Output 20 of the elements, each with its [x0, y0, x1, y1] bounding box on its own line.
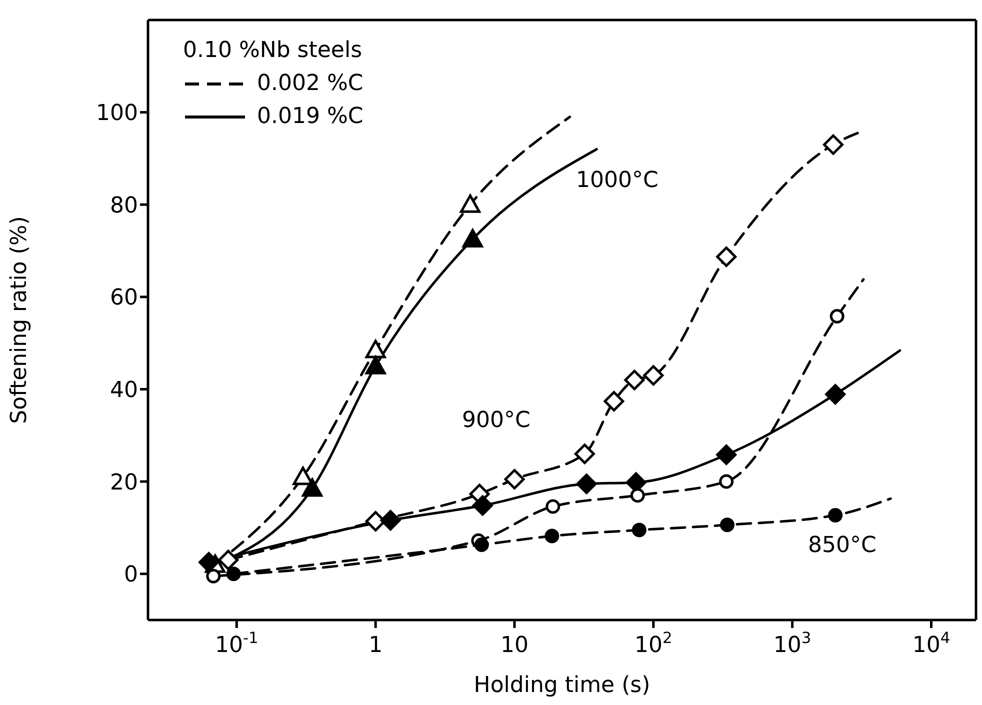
legend-title: 0.10 %Nb steels — [183, 37, 364, 65]
y-tick-label: 60 — [110, 286, 138, 311]
y-tick-label: 20 — [110, 470, 138, 496]
y-axis-title: Softening ratio (%) — [6, 216, 32, 424]
x-tick-label: 10$^{-1}$ — [214, 629, 258, 658]
y-tick-label: 0 — [124, 562, 138, 588]
x-tick-label: 1 — [368, 633, 383, 658]
annotation: 1000°C — [576, 168, 658, 193]
annotation: 900°C — [462, 408, 530, 433]
x-tick-label: 10 — [500, 633, 528, 658]
legend-label: 0.019 %C — [257, 103, 364, 131]
x-axis-title: Holding time (s) — [474, 673, 650, 698]
y-tick-label: 100 — [96, 101, 138, 126]
legend-label: 0.002 %C — [257, 70, 364, 98]
x-tick-label: 10$^{2}$ — [634, 629, 672, 658]
y-tick-label: 40 — [110, 378, 138, 404]
annotation: 850°C — [808, 533, 876, 558]
x-tick-label: 10$^{3}$ — [773, 629, 812, 658]
y-tick-label: 80 — [110, 193, 138, 218]
x-tick-label: 10$^{4}$ — [912, 629, 950, 658]
